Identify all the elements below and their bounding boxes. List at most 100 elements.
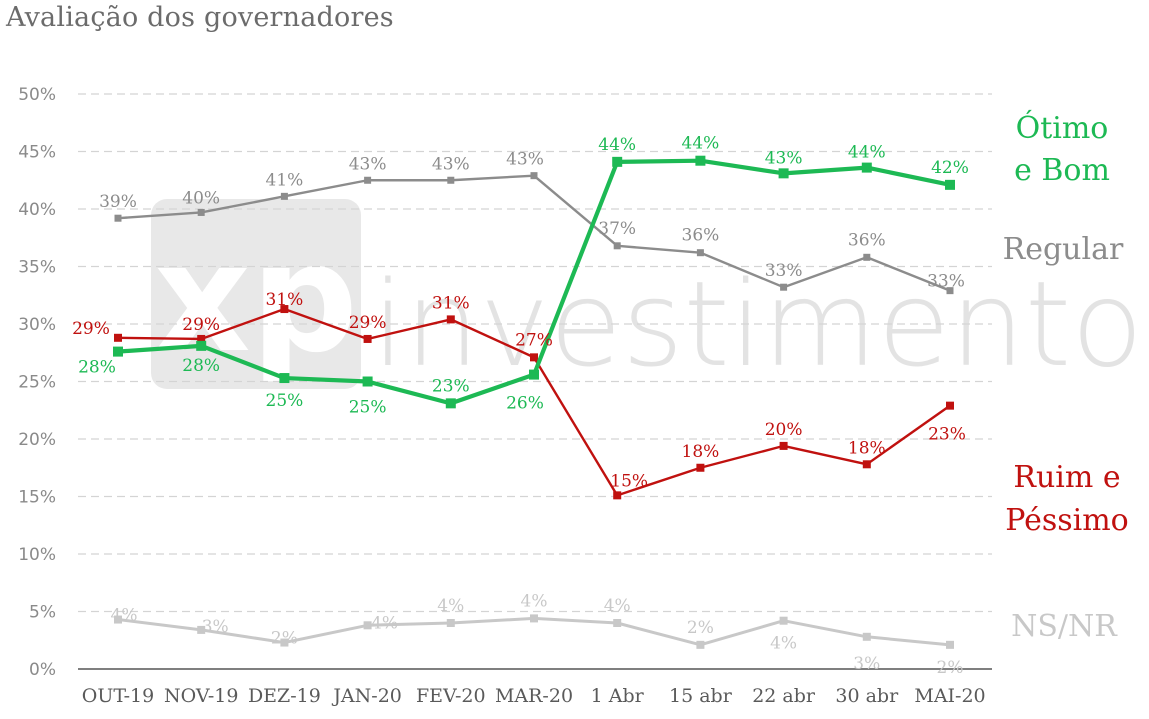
data-label-ns_nr: 4% [521,591,548,611]
y-tick-label: 10% [18,545,56,565]
data-point-ns_nr [779,616,788,625]
y-tick-label: 0% [29,660,56,680]
data-label-ns_nr: 2% [687,618,714,638]
data-point-regular [863,253,871,261]
data-point-ns_nr [696,640,705,649]
data-point-ruim_pessimo [363,334,372,343]
data-point-ruim_pessimo [446,315,455,324]
y-tick-label: 25% [18,373,56,393]
legend-ruim_pessimo: Ruim e [1013,460,1120,495]
xp-logo-text: xp [154,212,358,386]
data-point-otimo_bom [196,340,207,351]
data-point-ns_nr [114,615,122,624]
data-label-regular: 43% [432,154,470,174]
data-point-otimo_bom [612,156,623,167]
data-label-ns_nr: 3% [202,617,229,637]
data-label-ns_nr: 3% [853,654,880,674]
data-label-ruim_pessimo: 29% [72,319,110,339]
data-point-regular [447,176,455,184]
data-label-otimo_bom: 44% [848,143,886,163]
y-axis-ticks: 0% 5% 10% 15% 20% 25% 30% 35% 40% 45% 50% [18,85,56,680]
x-tick-label: DEZ-19 [248,685,321,707]
data-label-ruim_pessimo: 27% [515,330,553,350]
x-tick-label: JAN-20 [331,685,402,707]
legend-otimo_bom: e Bom [1014,153,1110,188]
x-tick-label: 15 abr [669,685,733,707]
data-point-regular [613,242,621,250]
x-tick-label: FEV-20 [416,685,486,707]
x-tick-label: 1 Abr [591,685,645,707]
data-label-otimo_bom: 28% [78,358,116,378]
data-point-ruim_pessimo [862,460,871,469]
data-label-ns_nr: 4% [770,634,797,654]
data-point-ruim_pessimo [114,333,122,342]
data-point-ruim_pessimo [530,353,538,362]
x-tick-label: MAI-20 [914,685,985,707]
series-lines [113,155,955,649]
data-point-otimo_bom [279,373,290,384]
data-point-otimo_bom [362,376,373,387]
data-point-otimo_bom [113,346,123,357]
data-label-otimo_bom: 25% [266,391,304,411]
data-label-ns_nr: 4% [437,596,464,616]
gridlines [78,93,992,670]
data-point-ns_nr [862,632,871,641]
data-label-ruim_pessimo: 29% [349,313,387,333]
data-label-regular: 39% [99,192,137,212]
data-point-ns_nr [280,638,289,647]
data-point-ruim_pessimo [946,401,954,410]
data-label-ruim_pessimo: 31% [432,293,470,313]
data-label-ruim_pessimo: 31% [266,290,304,310]
data-point-ns_nr [197,625,206,634]
data-point-regular [280,192,288,200]
data-label-otimo_bom: 43% [765,148,803,168]
data-point-ns_nr [530,614,538,623]
y-tick-label: 45% [18,143,56,163]
y-tick-label: 15% [18,488,56,508]
data-label-ns_nr: 2% [937,658,964,678]
y-tick-label: 20% [18,430,56,450]
x-tick-label: OUT-19 [82,685,154,707]
data-point-regular [696,249,704,257]
data-point-otimo_bom [945,179,955,190]
data-point-regular [114,214,122,222]
data-label-otimo_bom: 42% [931,158,969,178]
data-point-ns_nr [363,621,372,630]
data-point-ruim_pessimo [613,491,622,500]
data-point-ruim_pessimo [696,463,705,472]
legend-ruim_pessimo: Péssimo [1005,503,1129,538]
y-tick-label: 30% [18,315,56,335]
data-point-ruim_pessimo [779,441,788,450]
data-label-ruim_pessimo: 18% [682,442,720,462]
data-label-regular: 43% [506,150,544,170]
data-point-ns_nr [946,640,954,649]
data-label-ruim_pessimo: 29% [182,315,220,335]
data-label-regular: 37% [598,219,636,239]
legend-regular: Regular [1003,232,1124,267]
data-label-otimo_bom: 26% [506,394,544,414]
x-tick-label: NOV-19 [164,685,238,707]
data-label-otimo_bom: 25% [349,398,387,418]
chart-title: Avaliação dos governadores [6,2,394,33]
data-point-regular [946,287,954,295]
y-tick-label: 5% [29,603,56,623]
data-point-regular [530,172,538,180]
data-label-regular: 43% [349,154,387,174]
legend-ns_nr: NS/NR [1011,609,1118,644]
x-tick-label: 22 abr [752,685,816,707]
data-point-otimo_bom [861,162,872,173]
data-label-ns_nr: 4% [111,606,138,626]
data-label-otimo_bom: 23% [432,376,470,396]
data-label-ruim_pessimo: 15% [610,471,648,491]
series-legends: Regular Ruim e Péssimo Ótimo e Bom NS/NR [1003,110,1129,644]
data-label-ruim_pessimo: 20% [765,420,803,440]
data-point-ns_nr [613,619,622,627]
data-label-ns_nr: 4% [371,613,398,633]
data-point-ns_nr [446,619,455,627]
data-point-otimo_bom [529,369,539,380]
data-point-otimo_bom [778,168,789,179]
data-label-ns_nr: 4% [604,596,631,616]
data-label-regular: 33% [927,272,965,292]
data-labels: 39% 40% 41% 43% 43% 43% 37% 36% 33% 36% 33% 29% 29% 3… [72,134,969,678]
